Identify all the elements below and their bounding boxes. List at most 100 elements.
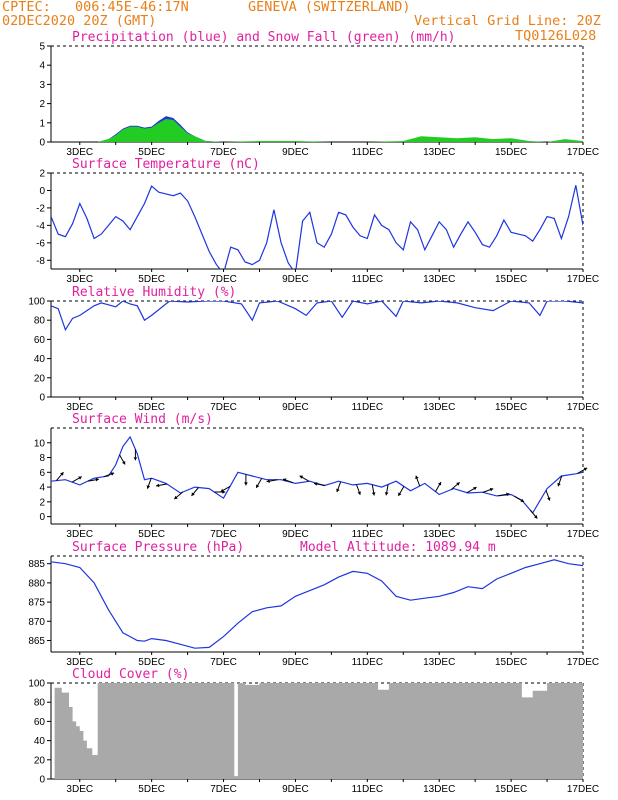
precip-x-tick-label: 13DEC — [423, 147, 455, 158]
wind-y-tick-label: 10 — [34, 438, 46, 449]
precip-y-tick-label: 0 — [39, 138, 45, 149]
wind-x-tick-label: 15DEC — [495, 529, 527, 540]
header-location: GENEVA (SWITZERLAND) — [248, 0, 411, 15]
precip-panel: 0 1 2 3 4 5 3DEC 5DEC 7DEC 9DEC 11DEC 13DEC 15DEC 17D… — [39, 42, 599, 159]
humidity-y-tick-label: 100 — [28, 297, 45, 308]
wind-vector-head — [547, 497, 551, 501]
header-coordinates: 006:45E-46:17N — [75, 0, 189, 15]
wind-y-tick-label: 2 — [39, 497, 45, 508]
wind-vector-head — [299, 475, 304, 479]
temperature-y-tick-label: 2 — [39, 169, 45, 180]
wind-panel-title: Surface Wind (m/s) — [72, 412, 213, 427]
humidity-y-tick-label: 40 — [34, 354, 46, 365]
wind-vector-head — [415, 475, 419, 480]
humidity-series-line — [51, 301, 583, 332]
temperature-y-tick-label: -8 — [36, 256, 45, 267]
wind-vector-head — [357, 491, 361, 495]
wind-x-tick-label: 5DEC — [138, 529, 165, 540]
temperature-x-tick-label: 11DEC — [352, 274, 384, 285]
wind-vector-head — [473, 487, 477, 491]
wind-vector-head — [133, 457, 138, 461]
temperature-y-tick-label: -6 — [36, 238, 45, 249]
wind-vector-head — [314, 482, 318, 486]
wind-x-tick-label: 11DEC — [352, 529, 384, 540]
cloud-panel: 0 20 40 60 80 100 3DEC 5DEC 7DEC 9DEC 11DEC 13DEC 15… — [28, 679, 599, 796]
wind-panel: 0 2 4 6 8 10 3DEC 5DEC 7DEC 9DEC 11DEC 13DEC 15DEC 17… — [34, 427, 599, 540]
wind-vector-head — [110, 472, 115, 476]
temperature-x-tick-label: 15DEC — [495, 274, 527, 285]
cloud-y-tick-label: 100 — [28, 679, 45, 690]
header-source: CPTEC: — [2, 0, 51, 15]
cloud-x-tick-label: 11DEC — [352, 784, 384, 795]
pressure-x-tick-label: 7DEC — [210, 657, 237, 668]
wind-vector-head — [336, 488, 340, 493]
humidity-x-tick-label: 7DEC — [210, 402, 237, 413]
humidity-x-tick-label: 3DEC — [66, 402, 93, 413]
humidity-x-tick-label: 17DEC — [567, 402, 599, 413]
wind-vector-head — [398, 492, 402, 496]
cloud-x-tick-label: 9DEC — [282, 784, 309, 795]
cloud-x-tick-label: 13DEC — [423, 784, 455, 795]
temperature-panel: -8 -6 -4 -2 0 2 3DEC 5DEC 7DEC 9DEC 11DEC 13DEC 15DE… — [36, 169, 599, 286]
cloud-y-tick-label: 60 — [34, 717, 46, 728]
precip-y-tick-label: 4 — [39, 61, 45, 72]
pressure-panel: 865 870 875 880 885 3DEC 5DEC 7DEC 9DEC 11DEC 13DE… — [28, 555, 599, 668]
humidity-x-tick-label: 5DEC — [138, 402, 165, 413]
cloud-panel-title: Cloud Cover (%) — [72, 667, 189, 682]
cloud-x-tick-label: 15DEC — [495, 784, 527, 795]
wind-vector-head — [583, 467, 588, 471]
wind-y-tick-label: 8 — [39, 453, 45, 464]
wind-vector-head — [371, 492, 376, 496]
precip-x-tick-label: 15DEC — [495, 147, 527, 158]
pressure-y-tick-label: 880 — [28, 578, 45, 589]
cloud-x-tick-label: 7DEC — [210, 784, 237, 795]
precip-x-tick-label: 9DEC — [282, 147, 309, 158]
precip-x-tick-label: 5DEC — [138, 147, 165, 158]
header-run-date: 02DEC2020 20Z (GMT) — [2, 13, 156, 29]
wind-vector-head — [244, 482, 248, 486]
wind-vector-head — [437, 482, 442, 486]
wind-vector-head — [156, 483, 160, 488]
precip-x-tick-label: 3DEC — [66, 147, 93, 158]
pressure-x-tick-label: 17DEC — [567, 657, 599, 668]
wind-vector-head — [506, 492, 510, 497]
wind-y-tick-label: 0 — [39, 512, 45, 523]
wind-x-tick-label: 17DEC — [567, 529, 599, 540]
temperature-x-tick-label: 17DEC — [567, 274, 599, 285]
temperature-x-tick-label: 7DEC — [210, 274, 237, 285]
wind-y-tick-label: 6 — [39, 468, 45, 479]
precip-y-tick-label: 1 — [39, 118, 45, 129]
cloud-x-tick-label: 3DEC — [66, 784, 93, 795]
wind-vector-head — [60, 472, 64, 476]
humidity-x-tick-label: 9DEC — [282, 402, 309, 413]
cloud-x-tick-label: 5DEC — [138, 784, 165, 795]
humidity-x-tick-label: 11DEC — [352, 402, 384, 413]
humidity-panel: 0 20 40 60 80 100 3DEC 5DEC 7DEC 9DEC 11DEC 13DEC 15… — [28, 297, 599, 414]
pressure-x-tick-label: 13DEC — [423, 657, 455, 668]
precip-series-snow-fall — [97, 119, 583, 142]
pressure-x-tick-label: 5DEC — [138, 657, 165, 668]
cloud-cloud-fill — [54, 683, 583, 779]
cloud-y-tick-label: 40 — [34, 736, 46, 747]
wind-x-tick-label: 7DEC — [210, 529, 237, 540]
cloud-x-tick-label: 17DEC — [567, 784, 599, 795]
pressure-x-tick-label: 9DEC — [282, 657, 309, 668]
wind-vector-head — [78, 476, 82, 480]
precip-x-tick-label: 17DEC — [567, 147, 599, 158]
humidity-y-tick-label: 0 — [39, 393, 45, 404]
pressure-y-tick-label: 875 — [28, 598, 45, 609]
header-model-code: TQ0126L028 — [515, 28, 596, 44]
wind-vector-head — [122, 461, 126, 465]
precip-x-tick-label: 11DEC — [352, 147, 384, 158]
precip-y-tick-label: 3 — [39, 80, 45, 91]
temperature-y-tick-label: -2 — [36, 203, 45, 214]
humidity-y-tick-label: 80 — [34, 316, 46, 327]
wind-vector-head — [534, 515, 538, 519]
cloud-y-tick-label: 0 — [39, 775, 45, 786]
wind-vector-head — [283, 478, 287, 482]
pressure-y-tick-label: 885 — [28, 559, 45, 570]
cloud-y-tick-label: 80 — [34, 698, 46, 709]
wind-vector-head — [489, 487, 494, 492]
wind-vector-head — [256, 484, 260, 488]
